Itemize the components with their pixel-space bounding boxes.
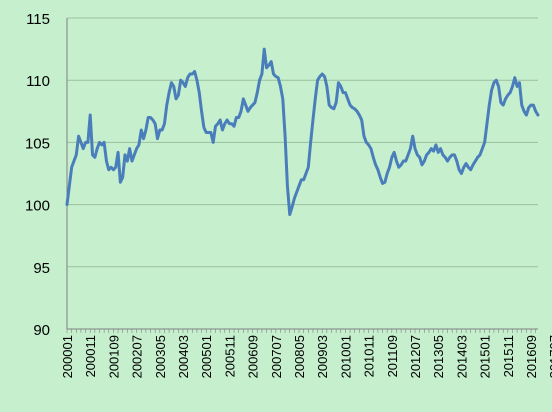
x-tick-label: 201403 [454,335,469,378]
x-tick-label: 200609 [246,335,261,378]
x-axis [66,18,536,333]
x-tick-label: 200511 [222,335,237,377]
x-tick-label: 200207 [130,335,145,378]
x-tick-label: 200903 [315,335,330,378]
x-tick-label: 201707 [547,335,552,378]
x-tick-label: 200403 [176,335,191,378]
series-lines [65,47,540,217]
y-axis-ticks: 90 95 100 105 110 115 [25,11,50,339]
gridlines [67,17,538,330]
y-tick-label: 90 [33,322,50,339]
series-line [65,47,540,217]
x-tick-label: 201001 [338,335,353,378]
x-tick-label: 201501 [478,335,493,378]
x-tick-label: 201207 [408,335,423,378]
x-tick-label: 200011 [83,335,98,377]
x-axis-ticks: 200001 200011 200109 200207 200305 200403 2005… [60,335,552,378]
x-tick-label: 201109 [385,335,400,377]
x-tick-label: 200805 [292,335,307,378]
x-tick-label: 201305 [431,335,446,378]
y-tick-label: 110 [26,73,50,90]
x-tick-label: 201609 [524,335,539,378]
y-tick-label: 95 [33,260,50,277]
x-tick-label: 201011 [362,335,377,377]
x-tick-label: 200305 [153,335,168,378]
x-tick-label: 201511 [501,335,516,377]
y-tick-label: 105 [25,135,50,152]
x-tick-label: 200001 [60,335,75,378]
y-tick-label: 100 [25,198,50,215]
x-tick-label: 200707 [269,335,284,378]
y-tick-label: 115 [26,11,50,28]
x-tick-label: 200109 [106,335,121,378]
x-tick-label: 200501 [199,335,214,378]
